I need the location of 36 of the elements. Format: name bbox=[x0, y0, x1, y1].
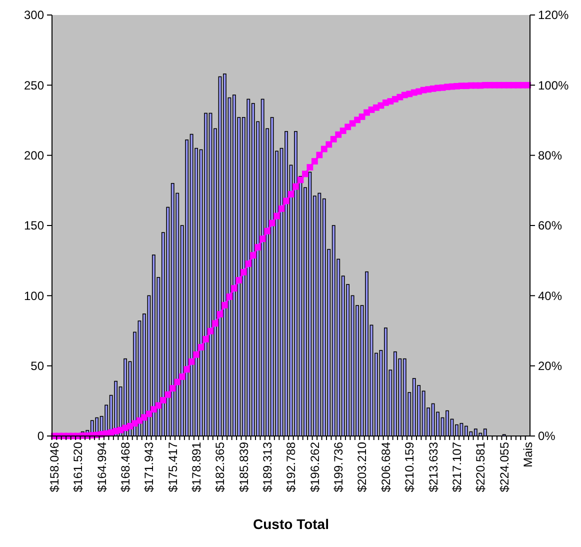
y-tick-label: 200 bbox=[24, 148, 44, 163]
x-tick-label: $206.684 bbox=[378, 442, 393, 492]
x-tick-label: $203.210 bbox=[355, 442, 370, 492]
y2-tick-label: 100% bbox=[538, 78, 570, 92]
x-tick-label: $164.994 bbox=[94, 442, 109, 492]
y2-tick-label: 40% bbox=[538, 288, 562, 303]
y-tick-label: 250 bbox=[24, 78, 44, 92]
x-tick-label: $178.891 bbox=[190, 442, 204, 492]
y-tick-label: 50 bbox=[30, 359, 44, 374]
x-tick-label: $182.365 bbox=[213, 442, 228, 492]
y-tick-label: 0 bbox=[37, 429, 44, 444]
x-tick-label: Mais bbox=[520, 442, 535, 468]
y-tick-label: 300 bbox=[24, 8, 44, 22]
x-tick-label: $192.788 bbox=[284, 442, 298, 492]
x-tick-label: $168.468 bbox=[118, 442, 132, 492]
y2-tick-label: 20% bbox=[538, 359, 562, 374]
x-tick-label: $189.313 bbox=[260, 442, 275, 492]
x-axis-title: Custo Total bbox=[253, 516, 329, 532]
x-tick-label: $199.736 bbox=[332, 442, 346, 492]
x-tick-label: $217.107 bbox=[450, 442, 464, 492]
y-tick-label: 150 bbox=[24, 218, 44, 233]
x-tick-label: $171.943 bbox=[142, 442, 156, 492]
x-tick-label: $161.520 bbox=[71, 442, 86, 492]
x-tick-label: $210.159 bbox=[402, 442, 417, 492]
x-tick-label: $196.262 bbox=[308, 442, 322, 492]
x-tick-label: $175.417 bbox=[166, 442, 180, 492]
x-tick-label: $224.055 bbox=[497, 442, 512, 492]
y2-tick-label: 60% bbox=[538, 218, 562, 233]
y2-tick-label: 120% bbox=[538, 8, 570, 22]
y-tick-label: 100 bbox=[24, 288, 44, 303]
y2-tick-label: 0% bbox=[538, 429, 556, 444]
y2-tick-label: 80% bbox=[538, 148, 562, 163]
x-tick-label: $213.633 bbox=[426, 442, 440, 492]
x-tick-label: $158.046 bbox=[47, 442, 62, 492]
x-tick-label: $185.839 bbox=[236, 442, 251, 492]
x-tick-label: $220.581 bbox=[474, 442, 488, 492]
